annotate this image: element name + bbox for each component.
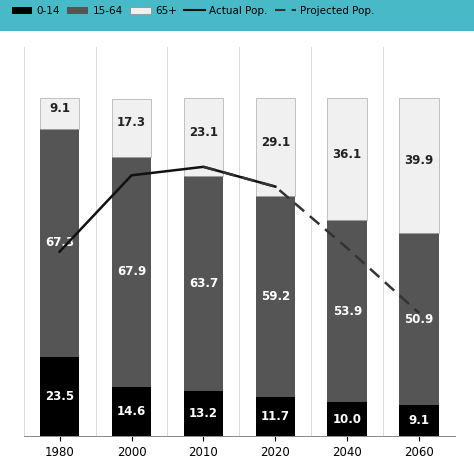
- Text: 36.1: 36.1: [333, 147, 362, 161]
- Bar: [399, 233, 439, 405]
- Text: 17.3: 17.3: [117, 117, 146, 129]
- Text: 63.7: 63.7: [189, 277, 218, 290]
- Text: 67.3: 67.3: [45, 237, 74, 249]
- Text: 13.2: 13.2: [189, 407, 218, 420]
- Bar: [399, 99, 439, 233]
- Bar: [112, 157, 151, 387]
- Bar: [40, 99, 80, 129]
- Text: 11.7: 11.7: [261, 410, 290, 423]
- Text: 10.0: 10.0: [333, 413, 362, 426]
- Text: 23.5: 23.5: [45, 390, 74, 403]
- Bar: [255, 397, 295, 436]
- Bar: [183, 98, 223, 176]
- Text: 59.2: 59.2: [261, 290, 290, 303]
- Legend: 0-14, 15-64, 65+, Actual Pop., Projected Pop.: 0-14, 15-64, 65+, Actual Pop., Projected…: [12, 6, 374, 16]
- Text: 67.9: 67.9: [117, 265, 146, 279]
- Bar: [399, 405, 439, 436]
- Bar: [40, 129, 80, 356]
- Bar: [255, 98, 295, 196]
- Bar: [328, 220, 367, 402]
- Bar: [183, 392, 223, 436]
- Bar: [328, 402, 367, 436]
- Bar: [255, 196, 295, 397]
- Text: 29.1: 29.1: [261, 136, 290, 149]
- Text: 9.1: 9.1: [409, 414, 429, 427]
- Text: 50.9: 50.9: [404, 313, 434, 326]
- Bar: [40, 356, 80, 436]
- Text: 9.1: 9.1: [49, 102, 70, 115]
- Bar: [328, 98, 367, 220]
- Bar: [112, 99, 151, 157]
- Bar: [112, 387, 151, 436]
- Text: 23.1: 23.1: [189, 126, 218, 138]
- Text: 39.9: 39.9: [404, 155, 434, 167]
- Bar: [183, 176, 223, 392]
- Text: 14.6: 14.6: [117, 405, 146, 418]
- Text: 53.9: 53.9: [333, 305, 362, 318]
